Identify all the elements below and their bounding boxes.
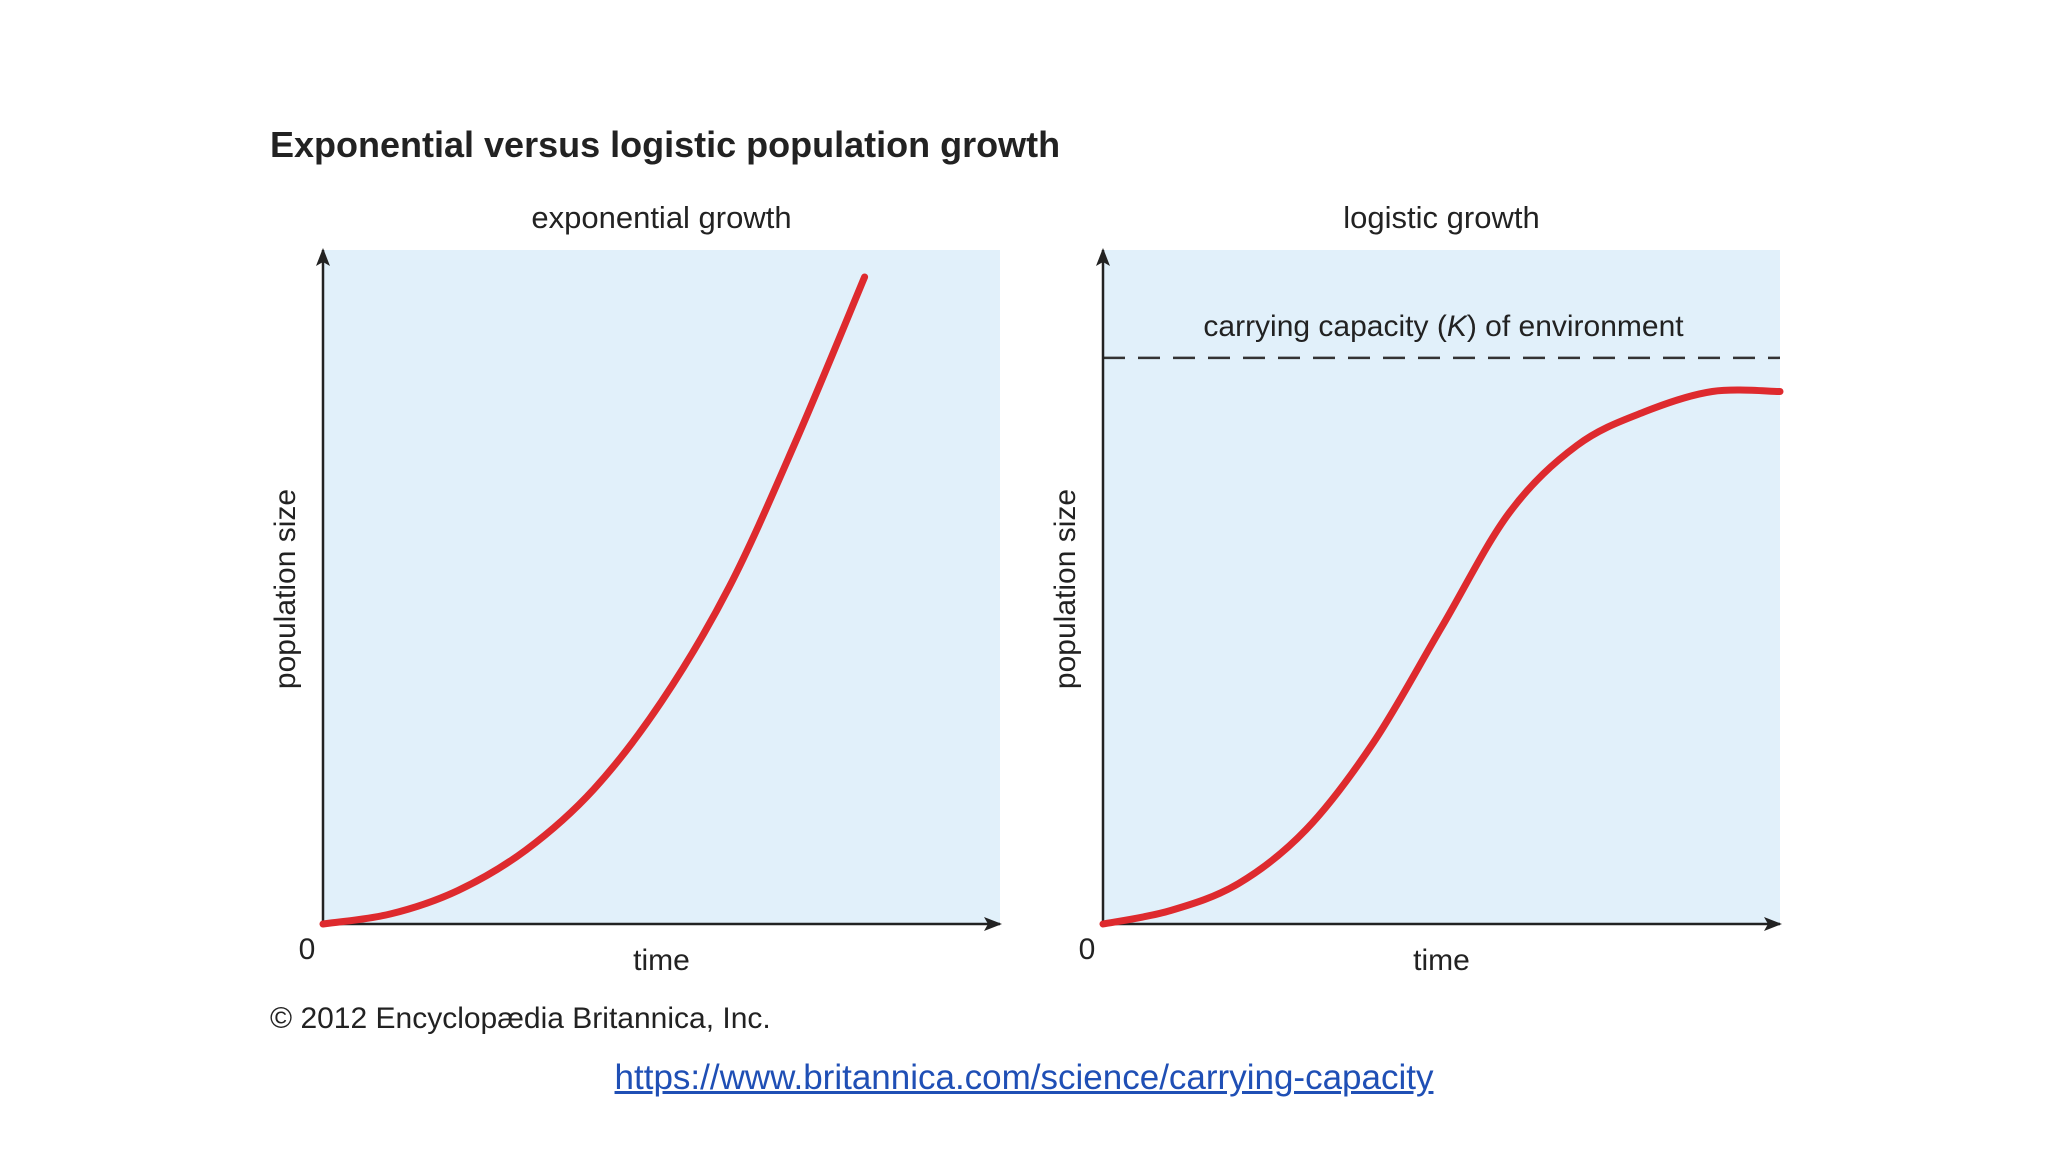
- exponential-growth-chart: exponential growth 0 time population size: [269, 200, 1002, 977]
- y-axis-label: population size: [1049, 489, 1082, 689]
- copyright-notice: © 2012 Encyclopædia Britannica, Inc.: [270, 1002, 771, 1035]
- plot-background: [1103, 250, 1780, 924]
- x-axis-label: time: [1413, 944, 1470, 977]
- chart-title: exponential growth: [531, 200, 791, 235]
- series-line: [319, 273, 869, 928]
- figure-title: Exponential versus logistic population g…: [270, 124, 1060, 165]
- origin-tick-label: 0: [1079, 933, 1096, 966]
- origin-tick-label: 0: [299, 933, 316, 966]
- carrying-capacity-label: carrying capacity (K) of environment: [1203, 310, 1684, 343]
- series-line: [1099, 386, 1784, 928]
- chart-title: logistic growth: [1343, 200, 1539, 235]
- y-axis-label: population size: [269, 489, 302, 689]
- logistic-growth-chart: logistic growth carrying capacity (K) of …: [1049, 200, 1784, 977]
- plot-background: [323, 250, 1000, 924]
- source-link[interactable]: https://www.britannica.com/science/carry…: [614, 1058, 1434, 1097]
- x-axis-label: time: [633, 944, 690, 977]
